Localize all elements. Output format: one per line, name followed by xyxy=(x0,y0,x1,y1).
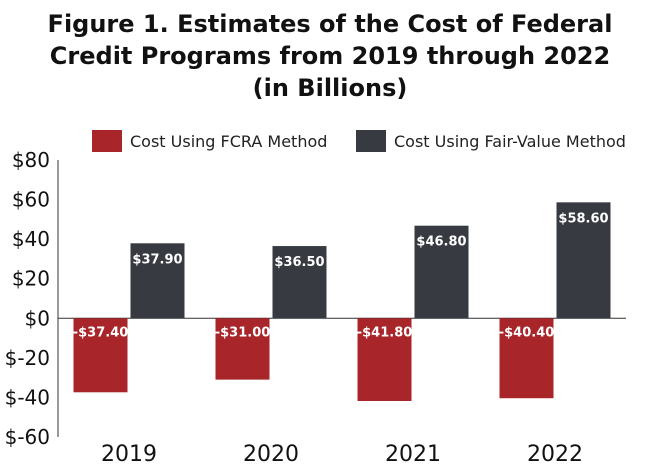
chart-title-line-1: Figure 1. Estimates of the Cost of Feder… xyxy=(47,10,613,38)
y-tick-label: $40 xyxy=(12,227,50,251)
bar-fcra xyxy=(73,318,128,393)
data-label-fair-value: $58.60 xyxy=(558,211,608,226)
chart-legend: Cost Using FCRA Method Cost Using Fair-V… xyxy=(0,130,660,154)
bar-fair-value xyxy=(130,243,185,319)
x-category-label: 2019 xyxy=(101,442,157,467)
data-label-fcra: -$40.40 xyxy=(499,325,555,340)
x-category-label: 2021 xyxy=(385,442,441,467)
y-tick-label: $20 xyxy=(12,267,50,291)
x-category-label: 2022 xyxy=(527,442,583,467)
y-tick-label: $80 xyxy=(12,148,50,172)
y-tick-label: $0 xyxy=(25,306,50,330)
y-tick-label: $-60 xyxy=(5,425,50,449)
y-tick-label: $-20 xyxy=(5,346,50,370)
data-label-fcra: -$41.80 xyxy=(357,325,413,340)
data-label-fair-value: $37.90 xyxy=(132,252,182,267)
chart-title-line-2: Credit Programs from 2019 through 2022 xyxy=(49,42,611,70)
legend-item-fcra: Cost Using FCRA Method xyxy=(92,130,327,152)
legend-label-fair-value: Cost Using Fair-Value Method xyxy=(394,131,626,151)
bar-fcra xyxy=(357,318,412,401)
y-tick-label: $-40 xyxy=(5,385,50,409)
data-label-fcra: -$37.40 xyxy=(73,325,129,340)
legend-swatch-fcra xyxy=(92,130,122,152)
bar-fair-value xyxy=(272,246,327,319)
bar-fair-value xyxy=(556,202,611,319)
x-category-label: 2020 xyxy=(243,442,299,467)
data-label-fcra: -$31.00 xyxy=(215,325,271,340)
data-label-fair-value: $36.50 xyxy=(274,255,324,270)
y-tick-label: $60 xyxy=(12,188,50,212)
legend-swatch-fair-value xyxy=(356,130,386,152)
chart-title: Figure 1. Estimates of the Cost of Feder… xyxy=(0,8,660,104)
legend-item-fair-value: Cost Using Fair-Value Method xyxy=(356,130,626,152)
data-label-fair-value: $46.80 xyxy=(416,235,466,250)
legend-label-fcra: Cost Using FCRA Method xyxy=(130,131,328,151)
bar-fcra xyxy=(215,318,270,380)
chart-title-line-3: (in Billions) xyxy=(252,74,408,102)
bar-fcra xyxy=(499,318,554,399)
bar-fair-value xyxy=(414,225,469,319)
